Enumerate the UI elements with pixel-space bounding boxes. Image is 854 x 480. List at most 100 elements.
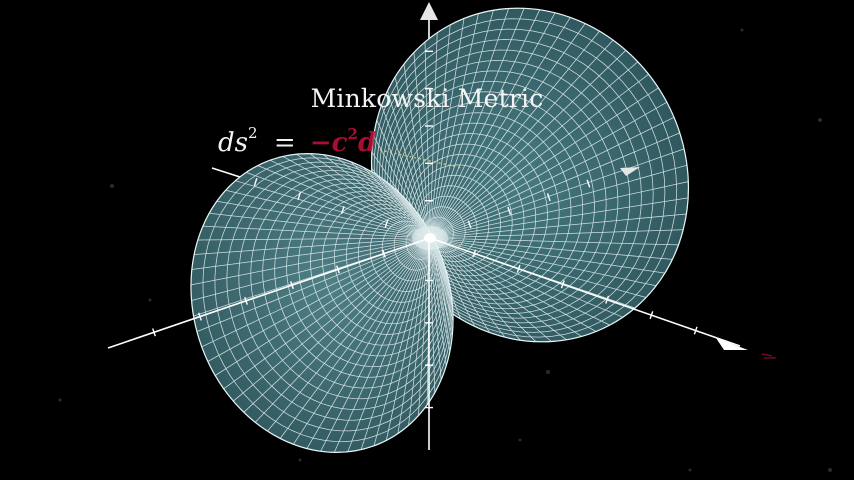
cone-grid-spoke	[429, 237, 521, 341]
cone-grid-spoke	[320, 237, 431, 452]
cone-grid-spoke	[235, 180, 431, 239]
cone-grid-spoke	[429, 32, 438, 239]
cone-grid-spoke	[347, 237, 431, 452]
cone-grid-spoke	[429, 237, 436, 393]
formula-rhs-partial: −c	[309, 128, 348, 158]
cone-grid-spoke	[257, 165, 431, 239]
cone-grid-spoke	[429, 10, 494, 239]
axis-tick	[198, 312, 202, 321]
formula-rhs-tail: d	[357, 128, 377, 158]
formula-lhs: ds	[218, 128, 248, 158]
up-arrow-icon	[420, 2, 438, 20]
cone-grid-spoke	[418, 237, 431, 416]
cone-grid-spoke	[197, 237, 431, 241]
cone-grid-spoke	[202, 225, 431, 239]
cone-grid-spoke	[429, 9, 541, 239]
cone-grid-spoke	[429, 237, 610, 326]
cone-grid-spoke	[429, 237, 679, 246]
cone-grid-spoke	[267, 237, 431, 432]
axis-tick	[244, 296, 248, 305]
axis-tick	[507, 206, 512, 215]
cone-grid-spoke	[429, 237, 537, 342]
cone-grid-spoke	[333, 237, 431, 453]
cone-grid-spoke	[429, 8, 525, 239]
cone-grid-spoke	[373, 237, 431, 446]
cone-grid-spoke	[254, 237, 431, 423]
cone-grid-spoke	[429, 50, 627, 239]
cone-grid-spoke	[293, 237, 431, 445]
cone-grid-spoke	[429, 61, 639, 239]
cone-grid-spoke	[429, 24, 451, 239]
cone-grid-spoke	[397, 237, 431, 434]
cone-grid-spoke	[429, 237, 567, 341]
cone-grid-spoke	[429, 237, 647, 298]
formula-rhs-power: 2	[347, 125, 358, 143]
cone-grid-spoke	[429, 181, 689, 239]
cone-grid-spoke	[429, 101, 668, 239]
cone-grid-spoke	[381, 104, 431, 239]
cone-grid-spoke	[306, 237, 431, 449]
axis-tick	[253, 177, 258, 187]
cone-grid-spoke	[424, 41, 431, 239]
formula-rhs: −c2d	[309, 125, 377, 158]
cone-grid-spoke	[429, 237, 451, 352]
past-cone	[190, 153, 454, 453]
cone-grid-spoke	[429, 237, 442, 380]
cone-grid-spoke	[196, 237, 431, 332]
axis-tick	[340, 205, 345, 215]
axis-tick	[382, 249, 386, 258]
cone-grid-spoke	[429, 23, 586, 239]
cone-grid-spoke	[408, 237, 431, 426]
cone-grid-spoke	[385, 237, 431, 441]
axes-front	[107, 237, 741, 450]
formula-lhs-power: 2	[248, 124, 258, 142]
cone-grid-spoke	[191, 237, 431, 270]
axis-tick	[290, 281, 294, 290]
cone-grid-spoke	[194, 237, 431, 255]
cone-grid-spoke	[429, 237, 582, 337]
stray-marker	[761, 353, 776, 359]
axis-tick	[693, 326, 698, 335]
dash-trace	[379, 149, 463, 169]
cone-grid-spoke	[296, 153, 431, 239]
cone-grid-spoke	[216, 200, 431, 239]
cone-grid-spoke	[269, 159, 431, 239]
cone-grid-spoke	[429, 39, 614, 239]
right-arrow-icon	[620, 167, 640, 176]
cone-grid-spoke	[350, 161, 431, 239]
cone-grid-spoke	[429, 87, 659, 239]
axis-tick	[297, 191, 302, 201]
cone-grid-spoke	[282, 156, 431, 239]
axis-tick	[586, 179, 591, 188]
cone-grid-spoke	[190, 237, 431, 286]
diagram-title: Minkowski Metric	[310, 84, 544, 113]
axis-tick	[472, 249, 477, 258]
cone-grid-spoke	[429, 116, 675, 239]
cone-grid-spoke	[363, 167, 431, 239]
axis-tick	[546, 193, 551, 202]
cone-grid-spoke	[429, 237, 454, 322]
cone-grid-spoke	[245, 172, 431, 239]
cone-grid-spoke	[201, 237, 431, 348]
cone-grid-spoke	[309, 153, 431, 239]
cone-grid-spoke	[191, 237, 431, 301]
axis-tick	[649, 311, 654, 320]
cone-grid-spoke	[207, 237, 431, 362]
axis-tick	[384, 219, 389, 229]
cone-grid-spoke	[403, 64, 431, 239]
cone-grid-spoke	[429, 18, 465, 239]
cone-grid-spoke	[413, 52, 431, 239]
cone-grid-spoke	[429, 237, 657, 287]
cone-grid-spoke	[429, 164, 688, 239]
cone-grid-spoke	[394, 76, 431, 239]
cone-grid-spoke	[429, 13, 479, 239]
cone-grid-spoke	[429, 237, 552, 342]
cone-grid-spoke	[429, 237, 673, 260]
cone-grid-spoke	[429, 73, 649, 239]
cone-grid-spoke	[243, 237, 431, 413]
cone-grid-spoke	[429, 12, 556, 239]
cone-grid-spoke	[429, 213, 687, 239]
axis-tick	[152, 328, 156, 337]
cone-grid-spoke	[429, 237, 623, 318]
